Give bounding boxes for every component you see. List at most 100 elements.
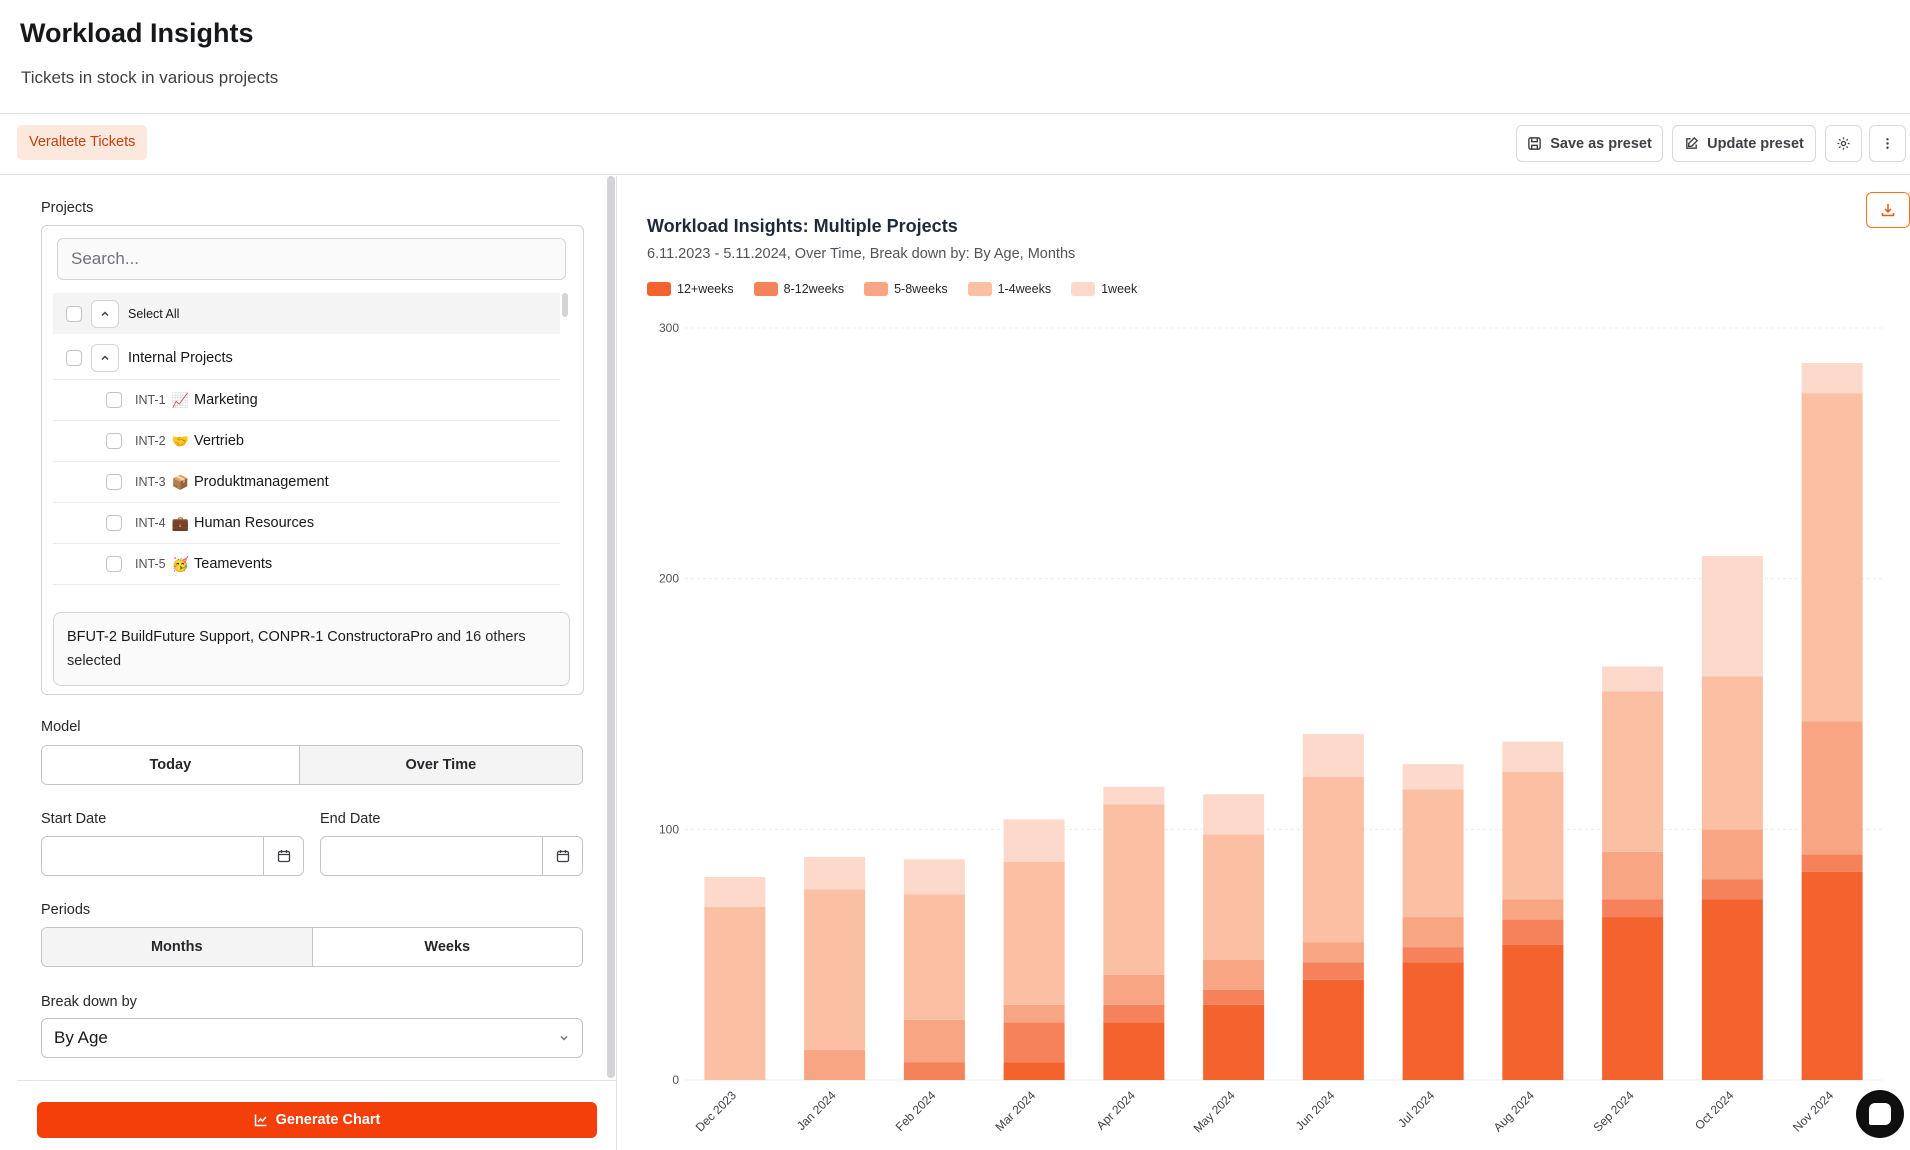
x-tick-label: Jan 2024 [794,1088,839,1133]
x-tick-label: Sep 2024 [1591,1088,1637,1134]
legend-swatch [753,282,778,296]
bar-segment [1801,871,1863,1080]
toolbar: Veraltete Tickets Save as preset Update … [0,114,1910,175]
y-tick-label: 0 [672,1073,679,1087]
filter-panel [0,176,617,1150]
bar-segment [1502,944,1564,1080]
bar-segment [1502,741,1564,772]
bar-segment [903,859,965,895]
project-search-input[interactable]: Search... [57,238,566,280]
chevron-up-icon [101,355,109,361]
x-tick-label: Aug 2024 [1491,1088,1537,1134]
generate-chart-button[interactable]: Generate Chart [37,1102,597,1138]
legend-swatch [1071,282,1096,296]
project-checkbox[interactable] [106,474,122,490]
chat-launcher-button[interactable] [1856,1090,1904,1138]
legend-item[interactable]: 8-12weeks [753,282,845,296]
selected-projects-summary: BFUT-2 BuildFuture Support, CONPR-1 Cons… [53,612,570,686]
select-all-checkbox[interactable] [66,305,82,322]
project-checkbox[interactable] [106,433,122,449]
x-tick-label: May 2024 [1191,1088,1238,1135]
project-row[interactable]: INT-2 🤝 Vertrieb [53,421,560,462]
bar-segment [1602,691,1664,852]
download-chart-button[interactable] [1866,192,1910,228]
legend-label: 1week [1101,282,1138,296]
collapse-all-button[interactable] [91,299,119,328]
project-code: INT-1 [135,393,166,407]
bar-segment [1003,1022,1065,1063]
project-group-row: Internal Projects [53,337,560,380]
bar-segment [1502,919,1564,945]
bar-segment [903,894,965,1020]
selected-project-names: BFUT-2 BuildFuture Support, CONPR-1 Cons… [67,629,433,645]
bar-segment [1203,834,1265,960]
bar-segment [804,1049,866,1080]
bar-segment [1602,899,1664,918]
chart-legend: 12+weeks 8-12weeks 5-8weeks 1-4weeks 1week [647,282,1137,296]
bar-segment [1203,1004,1265,1080]
legend-item[interactable]: 12+weeks [647,282,734,296]
end-date-picker-button[interactable] [542,837,582,875]
legend-swatch [967,282,992,296]
bar-segment [1203,959,1265,990]
bar-segment [1801,393,1863,722]
selected-others-count: and 16 others selected [67,629,526,669]
bar-segment [1302,979,1364,1080]
project-code: INT-4 [135,516,166,530]
x-tick-label: Jun 2024 [1293,1088,1338,1133]
save-preset-label: Save as preset [1550,135,1652,152]
bar-segment [1103,1004,1165,1023]
filter-tag[interactable]: Veraltete Tickets [17,125,148,160]
legend-swatch [647,282,671,296]
breakdown-select[interactable]: By Age [41,1018,583,1058]
project-row[interactable]: INT-5 🥳 Teamevents [53,544,560,585]
project-checkbox[interactable] [106,556,122,572]
bar-segment [1203,989,1265,1005]
chart-subtitle: 6.11.2023 - 5.11.2024, Over Time, Break … [647,246,1076,262]
legend-item[interactable]: 1week [1071,282,1137,296]
page-subtitle: Tickets in stock in various projects [21,68,279,87]
update-preset-button[interactable]: Update preset [1672,125,1816,162]
bar-segment [1203,794,1265,835]
bar-segment [1103,804,1165,975]
legend-item[interactable]: 5-8weeks [864,282,948,296]
legend-label: 8-12weeks [783,282,845,296]
calendar-icon [556,850,569,863]
save-preset-button[interactable]: Save as preset [1516,125,1663,162]
filter-panel-scrollbar[interactable] [607,176,615,1078]
legend-item[interactable]: 1-4weeks [967,282,1051,296]
project-list-scrollbar[interactable] [562,293,568,317]
project-emoji: 📦 [171,473,189,490]
legend-swatch [864,282,889,296]
period-option-months[interactable]: Months [42,928,313,966]
model-option-over-time[interactable]: Over Time [299,746,582,784]
project-emoji: 🥳 [171,555,189,572]
start-date-picker-button[interactable] [263,837,303,875]
group-collapse-button[interactable] [91,344,119,372]
chevron-up-icon [101,310,109,316]
model-label: Model [41,719,81,735]
project-row[interactable]: INT-4 💼 Human Resources [53,503,560,544]
download-icon [1881,204,1895,217]
x-tick-label: Oct 2024 [1692,1088,1737,1133]
breakdown-value: By Age [54,1028,108,1047]
page-title: Workload Insights [20,18,254,48]
bar-segment [1003,1062,1065,1080]
period-option-weeks[interactable]: Weeks [312,928,582,966]
start-date-input[interactable] [41,836,304,876]
bar-segment [1402,947,1464,963]
project-checkbox[interactable] [106,515,122,531]
project-row[interactable]: INT-3 📦 Produktmanagement [53,462,560,503]
settings-button[interactable] [1825,125,1862,162]
end-date-input[interactable] [320,836,583,876]
model-option-today[interactable]: Today [42,746,300,784]
group-checkbox[interactable] [66,350,82,366]
project-row[interactable]: INT-1 📈 Marketing [53,380,560,421]
bar-segment [1701,556,1763,677]
bar-segment [1602,666,1664,692]
more-options-button[interactable] [1869,125,1906,162]
project-checkbox[interactable] [106,392,122,408]
group-label: Internal Projects [128,350,233,366]
legend-label: 5-8weeks [894,282,948,296]
y-tick-label: 300 [659,321,679,335]
